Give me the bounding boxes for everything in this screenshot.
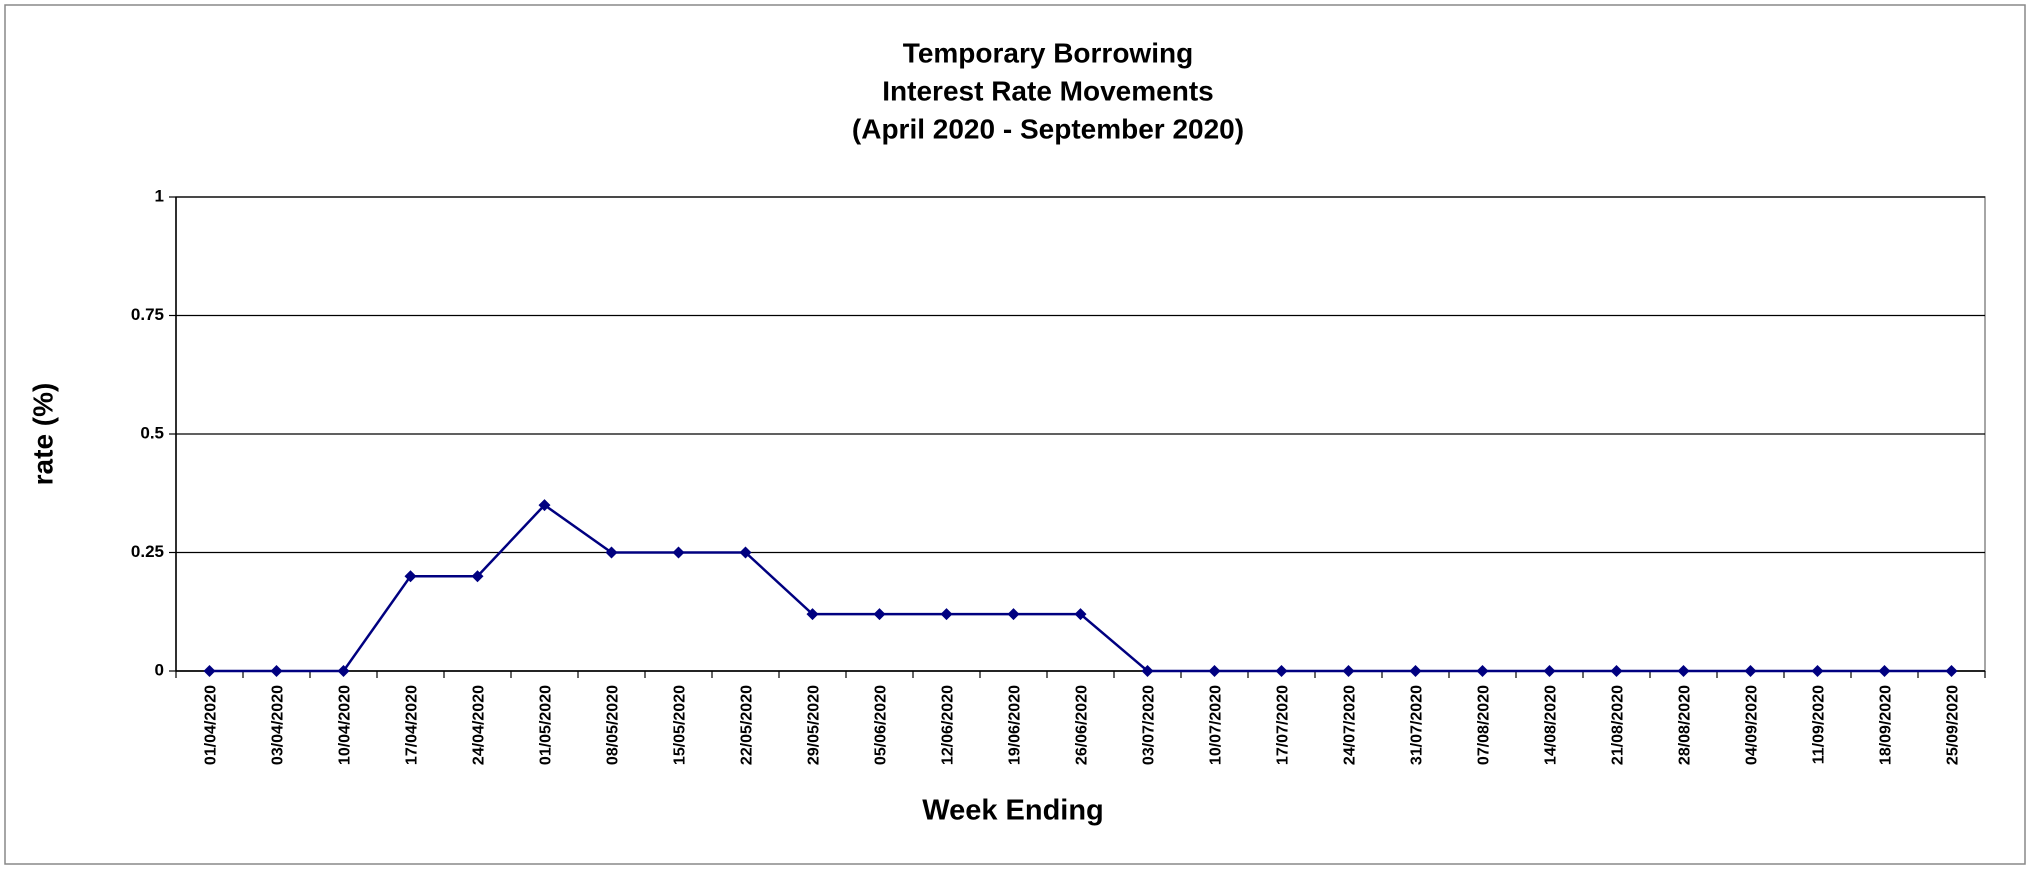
data-point [1208,665,1221,677]
x-tick-label: 03/07/2020 [1141,685,1158,765]
x-tick-label: 08/05/2020 [605,685,622,765]
data-point [1744,665,1757,677]
data-point [404,570,417,583]
x-tick-label: 29/05/2020 [806,685,823,765]
data-point [1811,665,1824,677]
data-point [672,546,685,559]
data-point [806,608,819,621]
x-tick-label: 24/07/2020 [1342,685,1359,765]
data-point [203,665,216,677]
data-point [1945,665,1958,677]
data-point [1878,665,1891,677]
y-tick-label: 0.25 [131,542,164,561]
x-tick-label: 04/09/2020 [1744,685,1761,765]
x-tick-label: 15/05/2020 [672,685,689,765]
data-point [1342,665,1355,677]
y-tick-label: 0 [155,660,164,679]
x-axis-label: Week Ending [922,795,1104,827]
x-tick-label: 17/07/2020 [1275,685,1292,765]
data-point [1543,665,1556,677]
x-tick-label: 31/07/2020 [1409,685,1426,765]
data-point [1074,608,1087,621]
data-point [1141,665,1154,677]
x-tick-label: 17/04/2020 [404,685,421,765]
chart-title: (April 2020 - September 2020) [852,113,1244,144]
x-tick-label: 03/04/2020 [270,685,287,765]
data-point [1275,665,1288,677]
y-tick-label: 0.75 [131,305,164,324]
y-tick-label: 1 [155,186,164,205]
x-tick-label: 01/05/2020 [538,685,555,765]
x-tick-label: 14/08/2020 [1543,685,1560,765]
x-tick-label: 21/08/2020 [1610,685,1627,765]
data-point [538,499,551,512]
x-tick-label: 18/09/2020 [1878,685,1895,765]
x-tick-label: 25/09/2020 [1945,685,1962,765]
x-tick-label: 26/06/2020 [1074,685,1091,765]
x-tick-label: 05/06/2020 [873,685,890,765]
x-tick-label: 10/04/2020 [337,685,354,765]
y-tick-label: 0.5 [140,423,164,442]
x-tick-label: 28/08/2020 [1677,685,1694,765]
x-tick-label: 01/04/2020 [203,685,220,765]
data-point [270,665,283,677]
data-point [1677,665,1690,677]
data-point [940,608,953,621]
x-tick-label: 11/09/2020 [1811,685,1828,764]
x-tick-label: 24/04/2020 [471,685,488,765]
data-point [1610,665,1623,677]
data-point [337,665,350,677]
y-axis-label: rate (%) [27,383,58,486]
x-tick-label: 19/06/2020 [1007,685,1024,765]
x-tick-label: 22/05/2020 [739,685,756,765]
x-tick-label: 10/07/2020 [1208,685,1225,765]
data-point [1476,665,1489,677]
data-point [739,546,752,559]
x-tick-label: 12/06/2020 [940,685,957,765]
data-point [1007,608,1020,621]
data-point [471,570,484,583]
data-point [873,608,886,621]
chart-title: Interest Rate Movements [882,75,1213,106]
data-point [605,546,618,559]
chart-title: Temporary Borrowing [903,37,1193,68]
data-point [1409,665,1422,677]
x-tick-label: 07/08/2020 [1476,685,1493,765]
